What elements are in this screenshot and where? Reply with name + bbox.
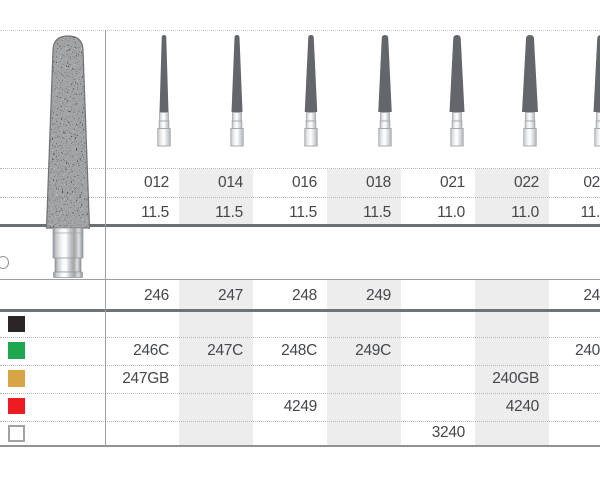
bur-silhouette-021 — [449, 35, 465, 147]
length-cell: 11.5 — [289, 204, 317, 221]
legend-swatch-white — [8, 425, 25, 442]
row-separator — [0, 168, 600, 169]
code-cell — [475, 281, 549, 310]
gold-grit-cell — [253, 365, 327, 392]
legend-swatch-gold — [8, 370, 25, 387]
tapered-diamond-bur-photo — [45, 35, 91, 278]
length-cell: 11. — [580, 204, 600, 221]
size-cell: 016 — [292, 174, 317, 191]
white-grit-cell — [327, 421, 401, 445]
red-grit-cell — [549, 393, 600, 420]
green-grit-cell: 247C — [207, 342, 243, 359]
legend-swatch-green — [8, 342, 25, 359]
size-cell: 021 — [440, 174, 465, 191]
length-cell: 11.0 — [511, 204, 539, 221]
gold-grit-cell — [179, 365, 253, 392]
bur-silhouette-018 — [378, 35, 392, 147]
code-cell: 247 — [218, 287, 243, 304]
black-grit-cell — [253, 312, 327, 336]
green-grit-cell: 240 — [575, 342, 600, 359]
size-cell: 018 — [366, 174, 391, 191]
gold-grit-cell — [327, 365, 401, 392]
panel-divider — [104, 30, 106, 447]
black-grit-cell — [327, 312, 401, 336]
bur-silhouette-014 — [230, 35, 244, 147]
green-grit-cell — [475, 337, 549, 364]
white-grit-cell — [105, 421, 179, 445]
red-grit-cell — [327, 393, 401, 420]
red-grit-cell — [401, 393, 475, 420]
green-grit-cell — [401, 337, 475, 364]
gold-grit-cell: 247GB — [122, 370, 169, 387]
code-cell: 249 — [366, 287, 391, 304]
white-grit-cell — [179, 421, 253, 445]
green-grit-cell: 246C — [133, 342, 169, 359]
bur-silhouette-016 — [304, 35, 318, 147]
white-grit-cell — [475, 421, 549, 445]
code-cell: 246 — [144, 287, 169, 304]
legend-swatch-black — [8, 315, 25, 332]
gold-grit-cell — [549, 365, 600, 392]
row-separator — [0, 392, 600, 394]
white-grit-cell — [253, 421, 327, 445]
bur-silhouette-clipped — [593, 35, 600, 147]
row-separator — [0, 278, 600, 280]
black-grit-cell — [401, 312, 475, 336]
bur-silhouette-022 — [522, 35, 538, 147]
partial-circle-glyph — [0, 256, 9, 269]
size-cell: 014 — [218, 174, 243, 191]
legend-swatch-red — [8, 397, 25, 414]
black-grit-cell — [105, 312, 179, 336]
size-cell: 022 — [514, 174, 539, 191]
white-grit-cell: 3240 — [431, 424, 466, 441]
code-cell: 248 — [292, 287, 317, 304]
size-cell: 012 — [144, 174, 169, 191]
gold-grit-cell — [401, 365, 475, 392]
row-separator — [0, 364, 600, 366]
row-separator — [0, 224, 600, 227]
code-cell — [401, 281, 475, 310]
row-separator — [0, 336, 600, 338]
length-cell: 11.5 — [363, 204, 391, 221]
row-separator — [0, 420, 600, 422]
red-grit-cell — [105, 393, 179, 420]
length-cell: 11.0 — [437, 204, 465, 221]
black-grit-cell — [475, 312, 549, 336]
white-grit-cell — [549, 421, 600, 445]
size-cell: 02 — [583, 174, 600, 191]
green-grit-cell: 248C — [281, 342, 317, 359]
green-grit-cell: 249C — [355, 342, 391, 359]
red-grit-cell — [179, 393, 253, 420]
column-shade — [327, 280, 401, 445]
column-shade — [475, 280, 549, 445]
code-cell: 24 — [583, 287, 600, 304]
bur-silhouette-012 — [157, 35, 171, 147]
red-grit-cell: 4240 — [505, 398, 540, 415]
length-cell: 11.5 — [141, 204, 169, 221]
row-separator — [0, 197, 600, 198]
row-separator — [0, 309, 600, 312]
length-cell: 11.5 — [215, 204, 243, 221]
column-shade — [179, 280, 253, 445]
gold-grit-cell: 240GB — [492, 370, 539, 387]
table-bottom-rule — [0, 445, 600, 447]
red-grit-cell: 4249 — [283, 398, 318, 415]
row-separator — [0, 30, 600, 31]
black-grit-cell — [549, 312, 600, 336]
black-grit-cell — [179, 312, 253, 336]
